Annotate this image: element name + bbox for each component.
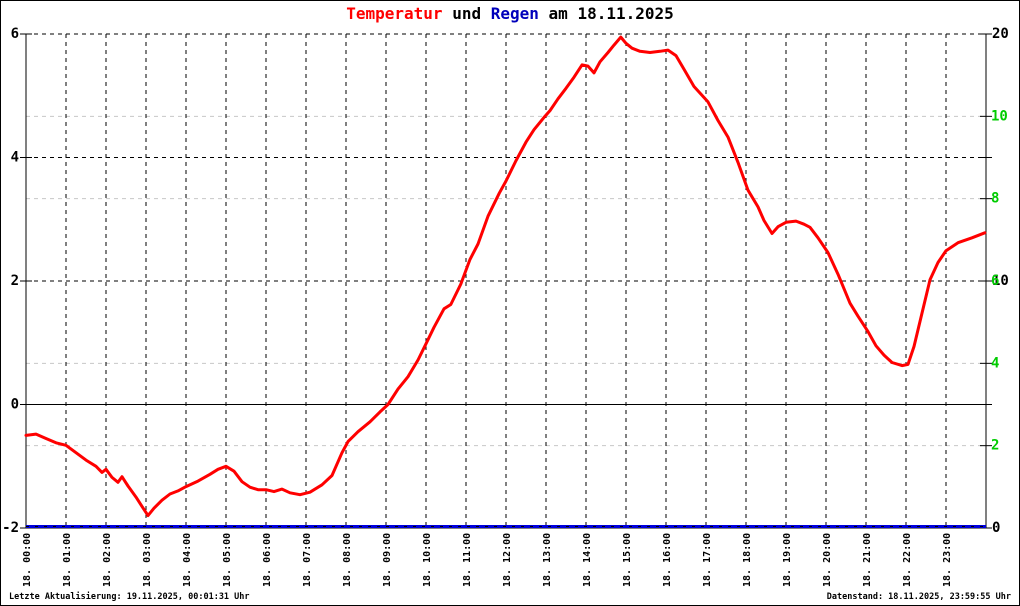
x-axis-label: 18. 10:00 — [422, 533, 433, 587]
rain-axis-label: 20 — [992, 26, 1009, 42]
title-temperature-word: Temperatur — [346, 4, 443, 23]
x-axis-label: 18. 07:00 — [302, 533, 313, 587]
x-axis-label: 18. 13:00 — [542, 533, 553, 587]
title-und-word: und — [442, 4, 491, 23]
x-axis-label: 18. 20:00 — [822, 533, 833, 587]
x-axis-label: 18. 03:00 — [142, 533, 153, 587]
x-axis-label: 18. 22:00 — [902, 533, 913, 587]
x-axis-label: 18. 12:00 — [502, 533, 513, 587]
green-axis-label: 10 — [991, 108, 1008, 124]
temperature-line — [24, 35, 987, 518]
x-axis-label: 18. 04:00 — [182, 533, 193, 587]
left-axis-label: 6 — [11, 26, 19, 42]
x-axis-label: 18. 23:00 — [942, 533, 953, 587]
x-axis-label: 18. 02:00 — [102, 533, 113, 587]
x-axis-label: 18. 00:00 — [22, 533, 33, 587]
x-axis-label: 18. 19:00 — [782, 533, 793, 587]
left-axis-label: -2 — [2, 520, 19, 536]
x-axis-label: 18. 18:00 — [742, 533, 753, 587]
green-axis-label: 2 — [991, 438, 999, 454]
green-axis-label: 6 — [991, 273, 999, 289]
x-axis-label: 18. 21:00 — [862, 533, 873, 587]
x-axis-label: 18. 14:00 — [582, 533, 593, 587]
left-axis-label: 2 — [11, 273, 19, 289]
x-axis-label: 18. 17:00 — [702, 533, 713, 587]
x-axis-label: 18. 05:00 — [222, 533, 233, 587]
chart-title: Temperatur und Regen am 18.11.2025 — [1, 4, 1019, 23]
left-axis-label: 4 — [11, 150, 19, 166]
x-axis-label: 18. 06:00 — [262, 533, 273, 587]
rain-axis-label: 0 — [992, 520, 1000, 536]
title-rain-word: Regen — [490, 4, 539, 23]
last-update-text: Letzte Aktualisierung: 19.11.2025, 00:01… — [9, 592, 250, 602]
x-axis-label: 18. 08:00 — [342, 533, 353, 587]
x-axis-label: 18. 15:00 — [622, 533, 633, 587]
green-axis-label: 8 — [991, 191, 999, 207]
green-axis-label: 4 — [991, 355, 999, 371]
left-axis-label: 0 — [11, 397, 19, 413]
rain-axis-label: 10 — [992, 273, 1009, 289]
x-axis-label: 18. 09:00 — [382, 533, 393, 587]
data-timestamp-text: Datenstand: 18.11.2025, 23:59:55 Uhr — [826, 592, 1011, 602]
x-axis-label: 18. 01:00 — [62, 533, 73, 587]
x-axis-label: 18. 16:00 — [662, 533, 673, 587]
x-axis-label: 18. 11:00 — [462, 533, 473, 587]
title-date: am 18.11.2025 — [538, 4, 674, 23]
